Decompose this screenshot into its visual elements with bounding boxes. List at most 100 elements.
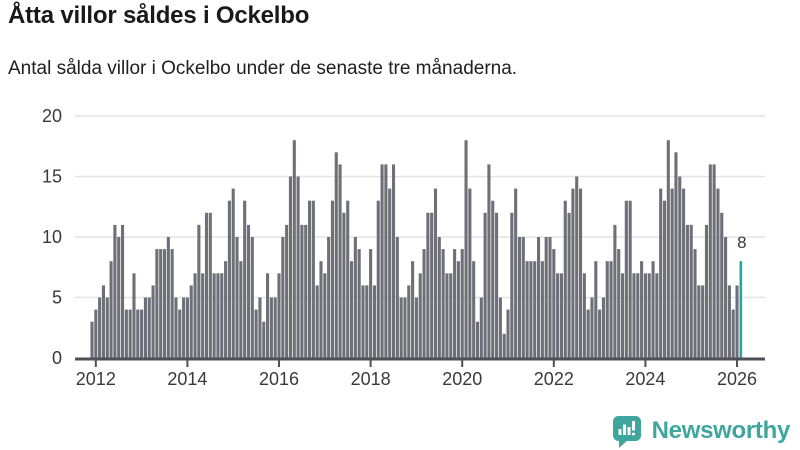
bar — [533, 261, 537, 358]
bar — [140, 309, 144, 358]
bar — [113, 224, 117, 358]
bar — [514, 188, 518, 358]
bar — [346, 200, 350, 358]
bar — [540, 261, 544, 358]
bar — [605, 261, 609, 358]
bar — [708, 164, 712, 358]
x-axis-label: 2012 — [76, 369, 116, 389]
bar — [384, 164, 388, 358]
bar — [628, 200, 632, 358]
bar — [590, 297, 594, 358]
bar — [556, 273, 560, 358]
bar — [704, 224, 709, 358]
bar — [613, 224, 617, 358]
y-axis-label: 5 — [52, 288, 62, 308]
bar — [90, 321, 94, 358]
bar — [399, 297, 403, 358]
bar — [143, 297, 147, 358]
bar — [693, 249, 697, 358]
bar — [292, 140, 296, 358]
bar — [182, 297, 186, 358]
bar — [372, 285, 376, 358]
bar — [582, 273, 586, 358]
bar — [208, 212, 212, 358]
bar — [548, 237, 552, 358]
bar — [124, 309, 128, 358]
bar — [197, 224, 201, 358]
x-axis-label: 2026 — [717, 369, 757, 389]
bar — [411, 261, 415, 358]
bar — [201, 273, 205, 358]
bar — [185, 297, 189, 358]
bar — [449, 273, 453, 358]
bar — [727, 285, 731, 358]
bar — [544, 237, 548, 358]
bar — [666, 140, 670, 358]
bar — [388, 188, 392, 358]
bar — [701, 285, 705, 358]
bar — [525, 261, 529, 358]
bar — [521, 237, 525, 358]
bar — [609, 261, 613, 358]
x-axis-label: 2014 — [167, 369, 207, 389]
chart-subtitle: Antal sålda villor i Ockelbo under de se… — [8, 58, 518, 79]
bar — [269, 297, 273, 358]
bar — [266, 273, 270, 358]
bar — [674, 152, 678, 358]
bar — [254, 309, 258, 358]
bar — [395, 237, 399, 358]
bar — [453, 249, 457, 358]
bar — [216, 273, 220, 358]
bar — [517, 237, 522, 358]
bar — [178, 309, 182, 358]
x-axis-label: 2018 — [351, 369, 391, 389]
bar — [120, 224, 125, 358]
bar — [285, 224, 289, 358]
bar — [105, 297, 109, 358]
bar — [464, 140, 468, 358]
bar — [617, 249, 621, 358]
bar — [487, 164, 491, 358]
highlight-value-label: 8 — [737, 233, 746, 252]
y-axis-label: 20 — [42, 106, 62, 126]
chart-title: Åtta villor såldes i Ockelbo — [8, 2, 310, 29]
x-axis-label: 2022 — [534, 369, 574, 389]
bar — [407, 285, 411, 358]
bar — [529, 261, 533, 358]
bar — [559, 273, 564, 358]
bar — [170, 249, 174, 358]
bar — [166, 237, 170, 358]
bar — [598, 309, 602, 358]
bar — [716, 188, 720, 358]
bar — [445, 273, 449, 358]
bar — [624, 200, 628, 358]
x-axis-label: 2016 — [259, 369, 299, 389]
bar — [506, 309, 510, 358]
bar — [689, 224, 693, 358]
bar — [101, 285, 106, 358]
bar — [159, 249, 163, 358]
bar — [323, 273, 327, 358]
bar — [498, 297, 502, 358]
bar — [697, 285, 701, 358]
bar — [731, 309, 735, 358]
bar — [712, 164, 716, 358]
bar — [220, 273, 224, 358]
bar — [563, 200, 567, 358]
bar — [620, 273, 625, 358]
bar — [136, 309, 140, 358]
bar — [433, 188, 438, 358]
bar — [636, 273, 640, 358]
bar — [304, 224, 308, 358]
bar — [594, 261, 598, 358]
bar — [495, 212, 499, 358]
bar — [578, 188, 583, 358]
bar — [155, 249, 159, 358]
bar — [239, 261, 243, 358]
bar — [330, 200, 335, 358]
bar — [422, 249, 426, 358]
bar — [258, 297, 262, 358]
bar — [315, 285, 319, 358]
